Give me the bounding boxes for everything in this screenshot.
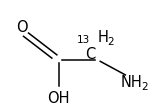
Text: O: O bbox=[16, 20, 27, 35]
Text: OH: OH bbox=[48, 90, 70, 105]
Text: H: H bbox=[98, 30, 109, 45]
Text: 13: 13 bbox=[77, 35, 90, 45]
Text: 2: 2 bbox=[142, 81, 148, 91]
Text: C: C bbox=[85, 46, 96, 61]
Text: NH: NH bbox=[121, 75, 143, 90]
Text: 2: 2 bbox=[107, 36, 114, 46]
